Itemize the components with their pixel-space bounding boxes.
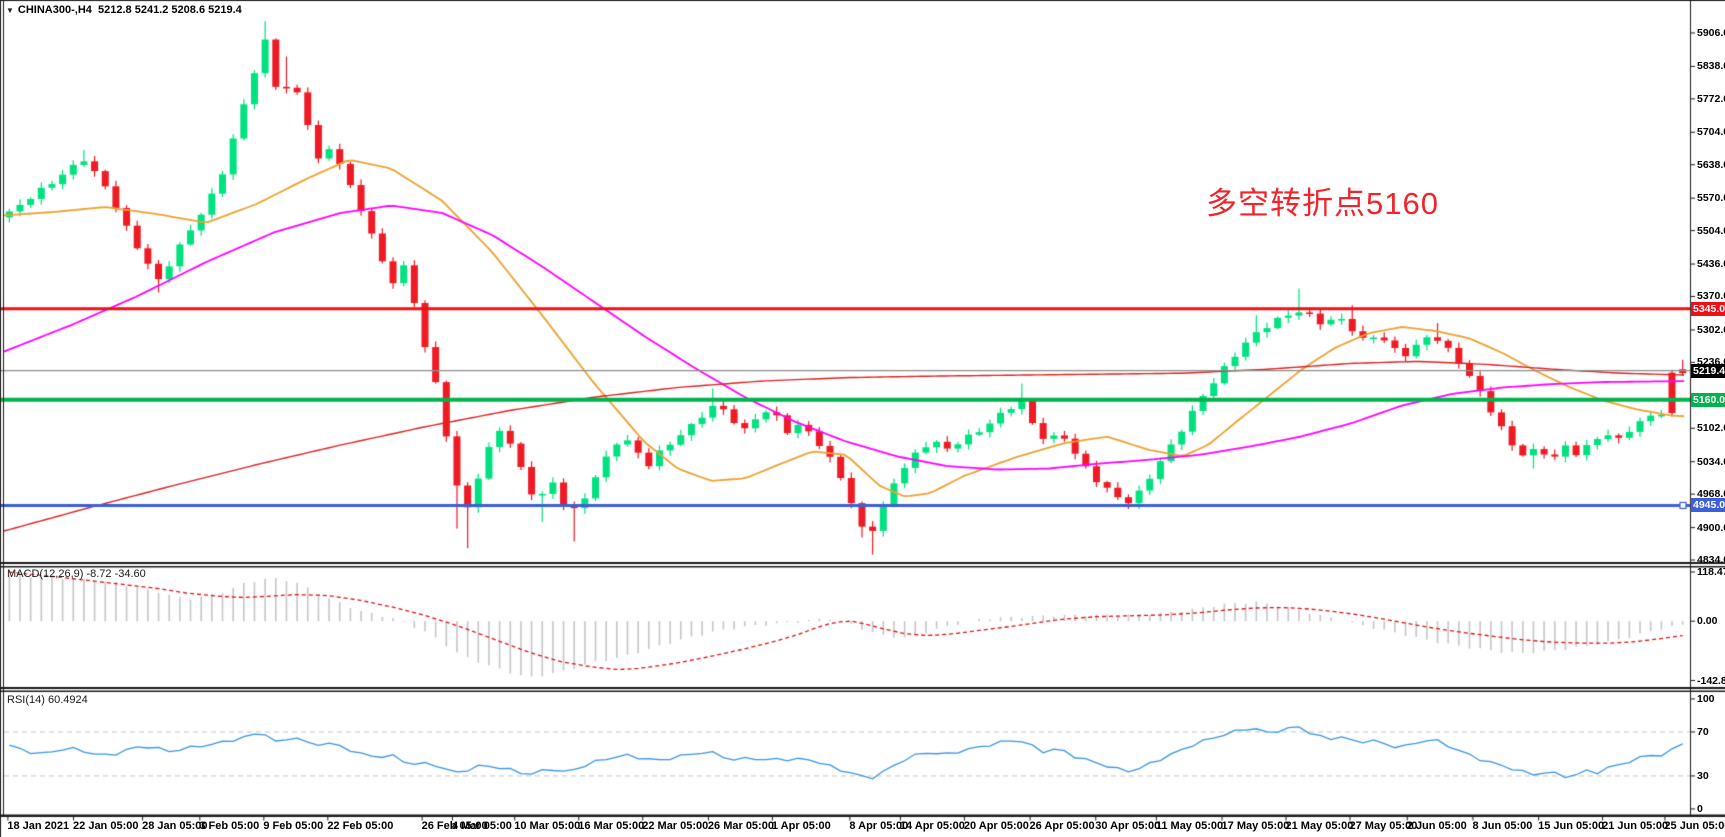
candlestick-chart-canvas[interactable] — [0, 0, 1725, 837]
chart-window: ▼ CHINA300-,H4 5212.8 5241.2 5208.6 5219.… — [0, 0, 1725, 837]
